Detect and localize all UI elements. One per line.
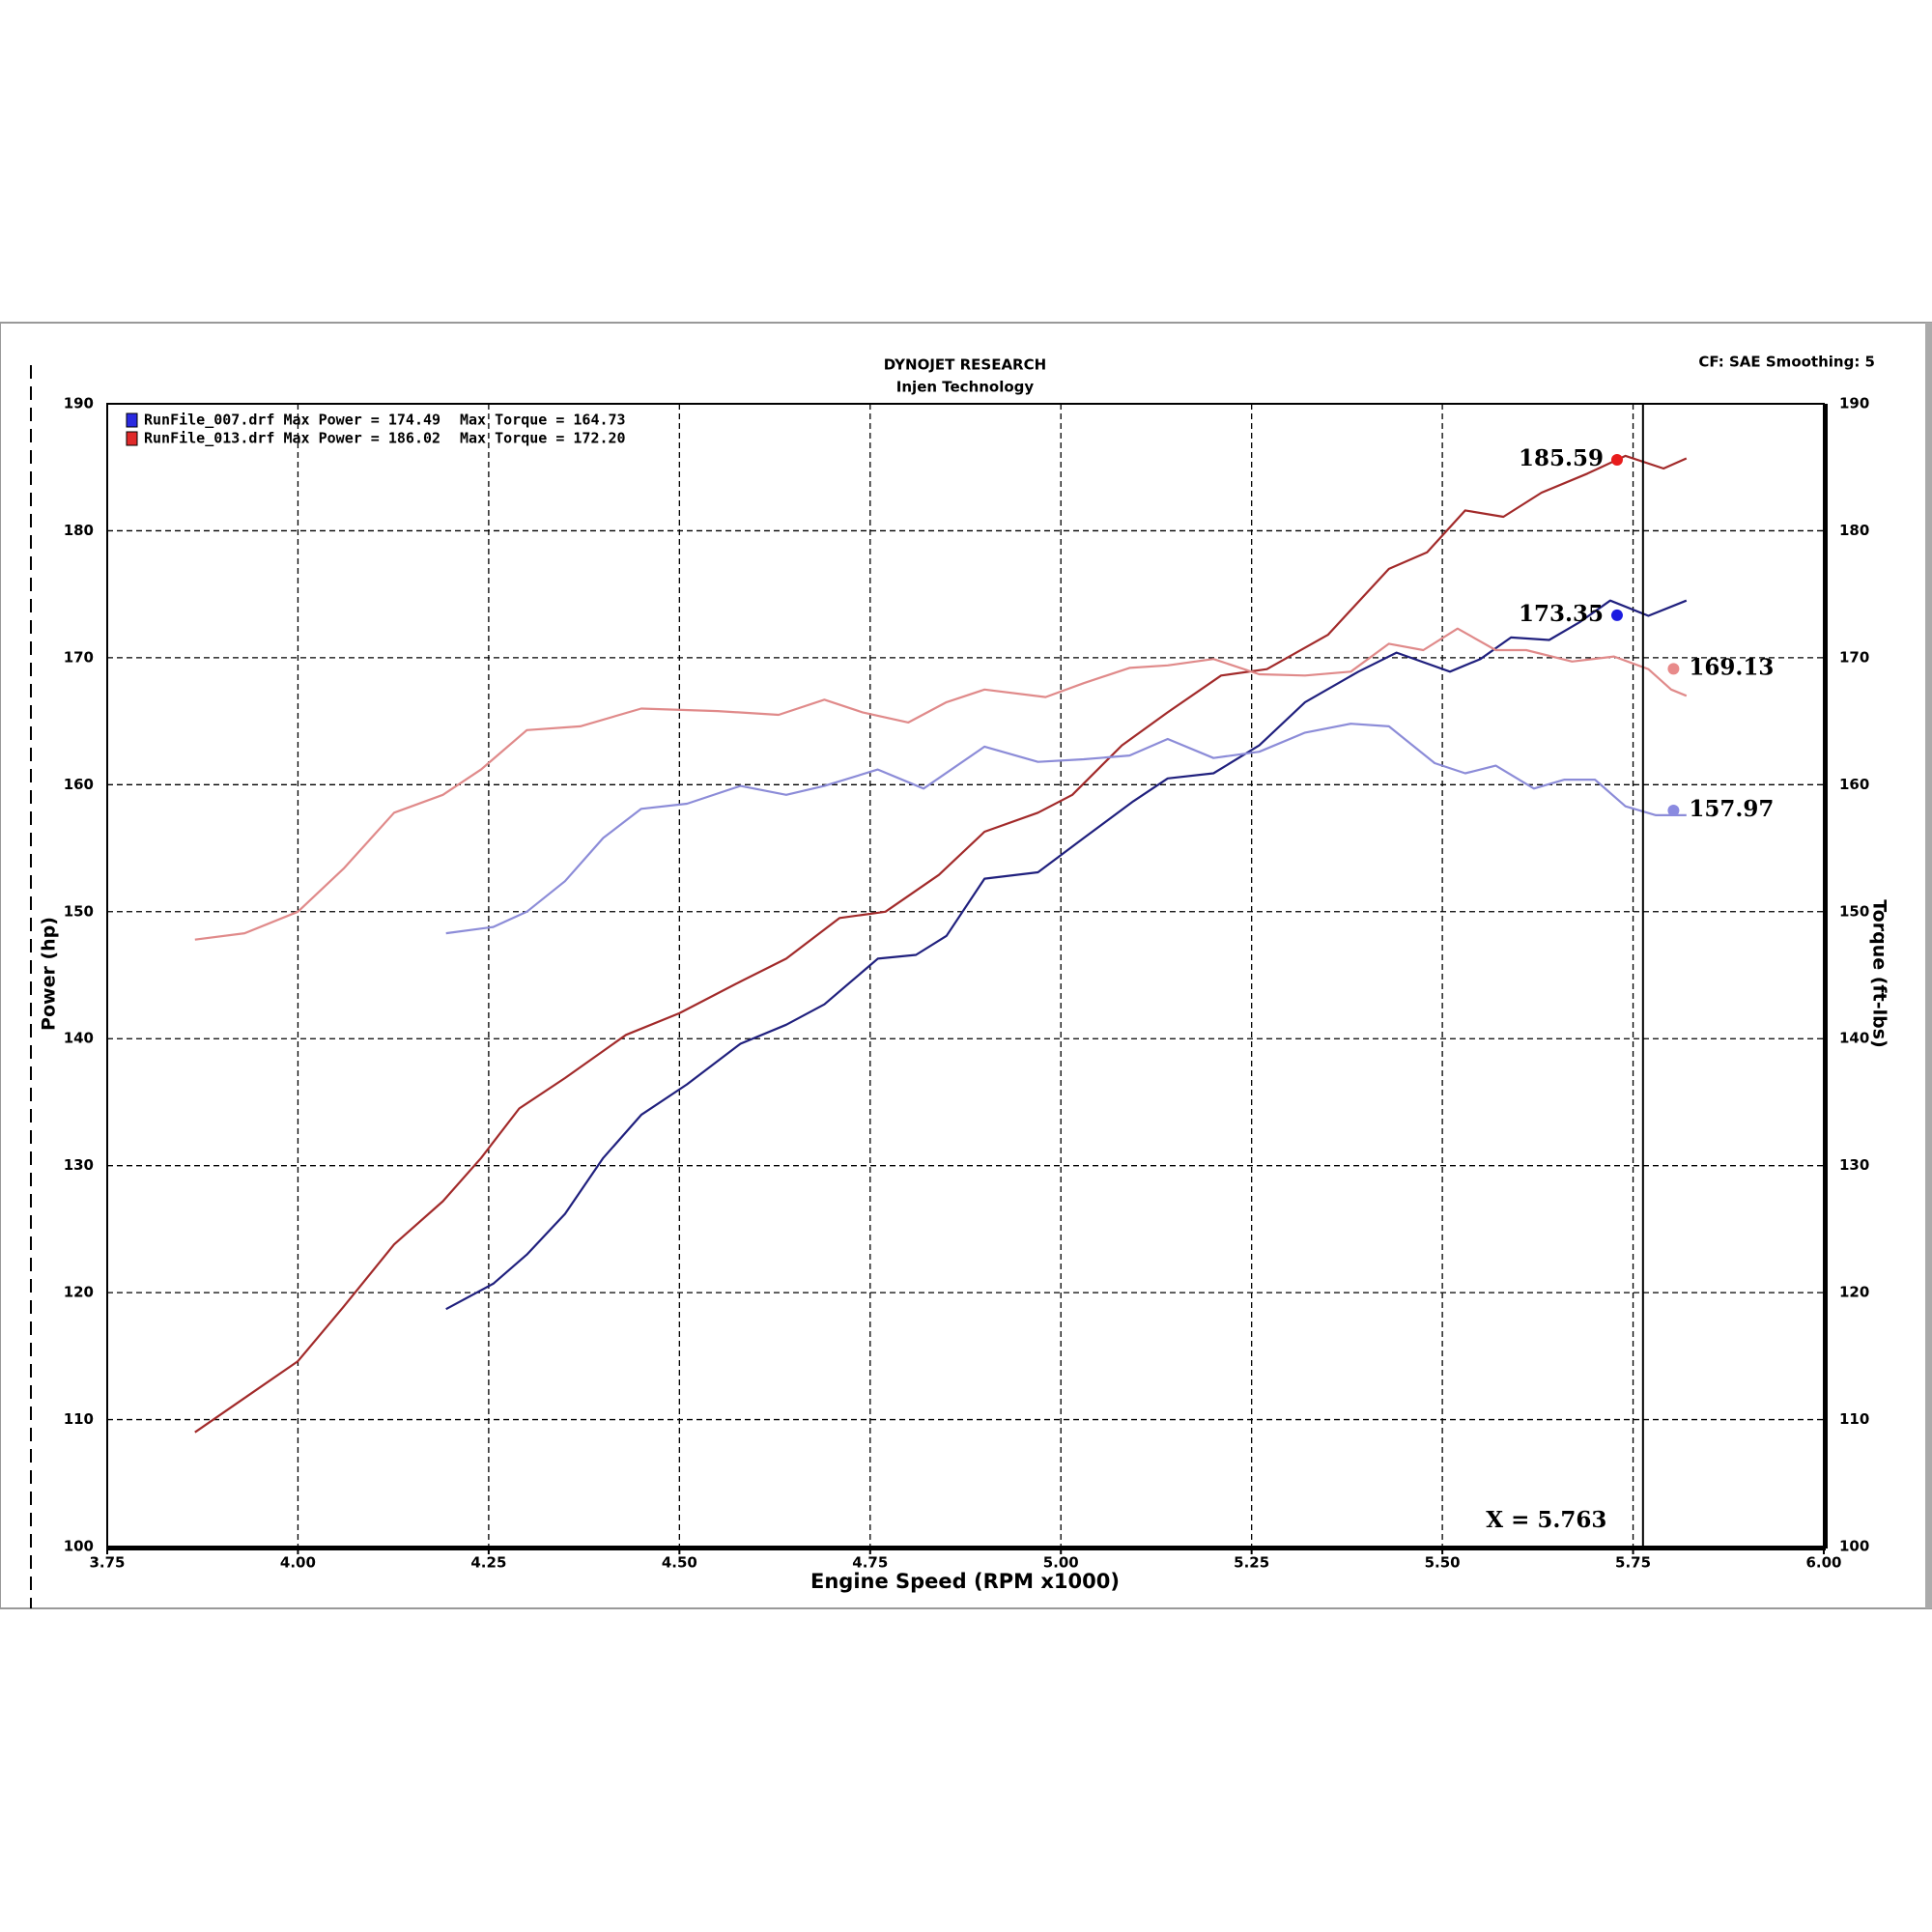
legend-swatch <box>126 431 138 446</box>
legend-torque: Max Torque = 172.20 <box>460 430 626 447</box>
y-tick-label: 150 <box>64 902 94 920</box>
y2-tick-label: 120 <box>1839 1284 1869 1301</box>
legend-label: RunFile_013.drf Max Power = 186.02 <box>144 430 440 447</box>
x-tick-label: 4.00 <box>280 1554 316 1572</box>
y2-tick-label: 190 <box>1839 395 1869 412</box>
cursor-marker <box>1667 805 1680 817</box>
chart-title: DYNOJET RESEARCH <box>884 356 1046 374</box>
y-tick-label: 160 <box>64 776 94 793</box>
y2-tick-label: 150 <box>1839 902 1869 920</box>
x-axis-title: Engine Speed (RPM x1000) <box>810 1570 1120 1593</box>
y2-tick-label: 100 <box>1839 1538 1869 1555</box>
x-tick-label: 5.75 <box>1615 1554 1651 1572</box>
x-tick-label: 6.00 <box>1805 1554 1841 1572</box>
y2-tick-label: 130 <box>1839 1156 1869 1174</box>
y-tick-label: 100 <box>64 1538 94 1555</box>
x-tick-label: 4.75 <box>852 1554 888 1572</box>
y-tick-label: 120 <box>64 1284 94 1301</box>
chart-subtitle: Injen Technology <box>896 379 1035 396</box>
settings-text: CF: SAE Smoothing: 5 <box>1698 354 1875 371</box>
y2-axis-title: Torque (ft-lbs) <box>1869 899 1890 1048</box>
panel-edge <box>1925 323 1932 1608</box>
cursor-marker <box>1610 609 1623 621</box>
y-tick-label: 140 <box>64 1030 94 1047</box>
y-tick-label: 180 <box>64 522 94 539</box>
y2-tick-label: 160 <box>1839 776 1869 793</box>
legend-label: RunFile_007.drf Max Power = 174.49 <box>144 412 440 429</box>
legend-torque: Max Torque = 164.73 <box>460 412 626 429</box>
y2-tick-label: 140 <box>1839 1030 1869 1047</box>
cursor-label: X = 5.763 <box>1486 1507 1606 1533</box>
series-line <box>194 627 1688 941</box>
value-label: 157.97 <box>1689 796 1774 822</box>
series-line <box>445 599 1688 1311</box>
x-tick-label: 5.00 <box>1043 1554 1079 1572</box>
x-tick-label: 4.50 <box>662 1554 697 1572</box>
y-tick-label: 190 <box>64 395 94 412</box>
x-tick-label: 5.50 <box>1425 1554 1461 1572</box>
y2-tick-label: 110 <box>1839 1410 1869 1428</box>
y-tick-label: 170 <box>64 648 94 666</box>
x-tick-label: 4.25 <box>470 1554 506 1572</box>
series-line <box>445 723 1687 935</box>
plot-area <box>107 404 1824 1547</box>
y-tick-label: 110 <box>64 1410 94 1428</box>
x-tick-label: 5.25 <box>1234 1554 1269 1572</box>
y-axis-title: Power (hp) <box>39 917 60 1031</box>
value-label: 169.13 <box>1689 654 1774 680</box>
value-label: 185.59 <box>1519 445 1604 471</box>
series-line <box>194 454 1688 1434</box>
x-tick-label: 3.75 <box>89 1554 125 1572</box>
value-label: 173.35 <box>1519 601 1604 627</box>
y2-tick-label: 170 <box>1839 648 1869 666</box>
cursor-marker <box>1667 663 1680 675</box>
y2-tick-label: 180 <box>1839 522 1869 539</box>
y-tick-label: 130 <box>64 1156 94 1174</box>
cursor-marker <box>1610 453 1623 466</box>
legend-swatch <box>126 412 138 428</box>
